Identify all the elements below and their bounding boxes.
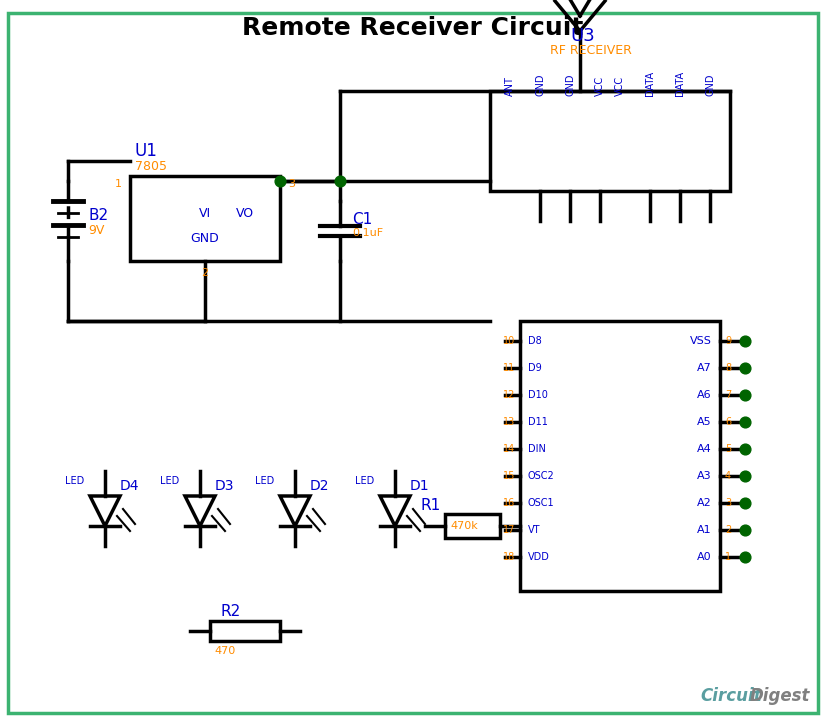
Point — [738, 416, 752, 428]
Text: LED: LED — [255, 476, 274, 486]
Text: LED: LED — [160, 476, 179, 486]
Text: OSC1: OSC1 — [528, 498, 554, 508]
Text: 2: 2 — [202, 268, 208, 278]
Bar — [130, 176, 280, 261]
Text: ANT: ANT — [505, 76, 515, 96]
Bar — [520, 321, 720, 591]
Text: 13: 13 — [503, 417, 515, 427]
Text: A3: A3 — [697, 471, 712, 481]
Text: D1: D1 — [410, 479, 430, 493]
Text: B2: B2 — [88, 208, 108, 224]
Text: 11: 11 — [503, 363, 515, 373]
Point — [738, 552, 752, 563]
Text: R2: R2 — [220, 603, 240, 619]
Text: 9V: 9V — [88, 224, 104, 237]
Point — [738, 497, 752, 509]
Text: GND: GND — [705, 74, 715, 96]
Polygon shape — [380, 496, 410, 526]
Text: C1: C1 — [352, 211, 373, 226]
Point — [273, 175, 287, 187]
Text: 3: 3 — [725, 498, 731, 508]
Text: DATA: DATA — [675, 71, 685, 96]
Text: 17: 17 — [503, 525, 515, 535]
Text: VT: VT — [528, 525, 540, 535]
Text: D4: D4 — [120, 479, 140, 493]
Text: 15: 15 — [503, 471, 515, 481]
Text: 16: 16 — [503, 498, 515, 508]
Text: 5: 5 — [725, 444, 731, 454]
Text: D10: D10 — [528, 390, 548, 400]
Text: OSC2: OSC2 — [528, 471, 555, 481]
Text: VO: VO — [236, 207, 254, 220]
Text: 9: 9 — [725, 336, 731, 346]
Text: U3: U3 — [570, 27, 595, 45]
Point — [738, 335, 752, 347]
Text: A1: A1 — [697, 525, 712, 535]
Text: 1: 1 — [115, 179, 121, 189]
Text: 7: 7 — [725, 390, 731, 400]
Text: D2: D2 — [310, 479, 330, 493]
Text: 14: 14 — [503, 444, 515, 454]
Text: Digest: Digest — [750, 687, 810, 705]
Text: 1: 1 — [725, 552, 731, 562]
Text: 6: 6 — [725, 417, 731, 427]
Text: 3: 3 — [288, 179, 296, 189]
Point — [738, 362, 752, 373]
Text: VDD: VDD — [528, 552, 550, 562]
Text: A7: A7 — [697, 363, 712, 373]
Text: A2: A2 — [697, 498, 712, 508]
Text: Remote Receiver Circuit: Remote Receiver Circuit — [242, 16, 584, 40]
Text: A0: A0 — [697, 552, 712, 562]
Bar — [490, 91, 730, 191]
Text: DATA: DATA — [645, 71, 655, 96]
Text: D9: D9 — [528, 363, 542, 373]
Text: 470k: 470k — [450, 521, 477, 531]
Text: VCC: VCC — [615, 76, 625, 96]
Text: 0.1uF: 0.1uF — [352, 228, 383, 238]
Text: 12: 12 — [503, 390, 515, 400]
Text: LED: LED — [65, 476, 84, 486]
Point — [334, 175, 347, 187]
Text: R1: R1 — [420, 498, 440, 513]
Text: 8: 8 — [725, 363, 731, 373]
Bar — [445, 514, 500, 538]
Text: D3: D3 — [215, 479, 235, 493]
Text: D11: D11 — [528, 417, 548, 427]
Text: 2: 2 — [725, 525, 731, 535]
Text: A5: A5 — [697, 417, 712, 427]
Text: A4: A4 — [697, 444, 712, 454]
Text: GND: GND — [535, 74, 545, 96]
Text: 470: 470 — [215, 646, 235, 656]
Polygon shape — [280, 496, 310, 526]
Point — [738, 524, 752, 536]
Text: VSS: VSS — [691, 336, 712, 346]
Point — [738, 389, 752, 401]
Text: U1: U1 — [135, 142, 158, 160]
Text: 7805: 7805 — [135, 159, 167, 172]
Text: A6: A6 — [697, 390, 712, 400]
Text: 4: 4 — [725, 471, 731, 481]
Text: 18: 18 — [503, 552, 515, 562]
Text: DIN: DIN — [528, 444, 546, 454]
Text: VCC: VCC — [595, 76, 605, 96]
Text: VI: VI — [199, 207, 211, 220]
Polygon shape — [185, 496, 215, 526]
Point — [738, 443, 752, 455]
Text: RF RECEIVER: RF RECEIVER — [550, 45, 632, 58]
Bar — [210, 621, 280, 641]
FancyBboxPatch shape — [8, 13, 818, 713]
Text: D8: D8 — [528, 336, 542, 346]
Text: GND: GND — [191, 232, 220, 245]
Text: GND: GND — [565, 74, 575, 96]
Text: LED: LED — [355, 476, 375, 486]
Point — [738, 470, 752, 482]
Polygon shape — [90, 496, 120, 526]
Text: Circuit: Circuit — [700, 687, 762, 705]
Text: 10: 10 — [503, 336, 515, 346]
